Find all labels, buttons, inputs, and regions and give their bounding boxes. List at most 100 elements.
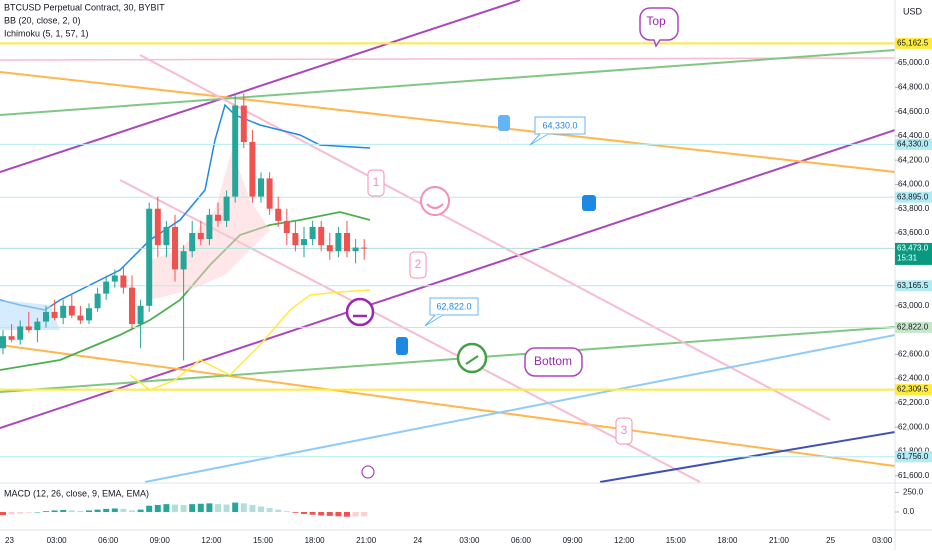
macd-histogram-bar bbox=[0, 511, 6, 516]
macd-histogram-bar bbox=[129, 510, 135, 512]
x-tick-label: 18:00 bbox=[717, 536, 738, 545]
price-tag-label: 64,330.0 bbox=[897, 140, 929, 149]
price-tag bbox=[895, 242, 932, 265]
wave-box bbox=[615, 417, 633, 445]
x-tick-label: 15:00 bbox=[666, 536, 687, 545]
candle-body bbox=[163, 226, 170, 246]
macd-histogram-bar bbox=[137, 509, 144, 512]
macd-histogram-bar bbox=[103, 508, 110, 512]
candle-body bbox=[240, 105, 247, 142]
candle-body bbox=[0, 336, 6, 349]
macd-histogram-bar bbox=[94, 509, 101, 512]
candle-body bbox=[197, 233, 204, 240]
x-tick-label: 15:00 bbox=[253, 536, 274, 545]
candle-body bbox=[335, 233, 342, 252]
macd-histogram-bar bbox=[258, 506, 264, 512]
candle-body bbox=[77, 315, 84, 321]
y-tick-label: 63,800.0 bbox=[898, 204, 930, 213]
price-tag-label: 63,473.0 bbox=[897, 244, 929, 253]
callout-box bbox=[524, 347, 583, 377]
indicator-label: Ichimoku (5, 1, 57, 1) bbox=[4, 28, 89, 38]
ichimoku-lagging bbox=[129, 289, 371, 391]
macd-histogram-bar bbox=[292, 511, 299, 513]
ichimoku-cloud bbox=[0, 300, 60, 330]
indicator-label: BB (20, close, 2, 0) bbox=[4, 15, 81, 25]
callout-pointer bbox=[424, 314, 444, 327]
macd-histogram-bar bbox=[301, 511, 307, 514]
macd-histogram-bar bbox=[17, 511, 24, 514]
candle-body bbox=[361, 247, 368, 249]
macd-histogram-bar bbox=[326, 511, 333, 516]
emoji-neutral bbox=[345, 297, 375, 327]
x-tick-label: 23 bbox=[5, 536, 14, 545]
y-tick-label: 62,200.0 bbox=[898, 398, 930, 407]
trendline bbox=[0, 0, 521, 173]
candle-body bbox=[25, 326, 32, 331]
price-tag bbox=[895, 280, 932, 292]
price-tag bbox=[895, 451, 932, 463]
currency-label: USD bbox=[903, 6, 923, 16]
macd-histogram-bar bbox=[68, 510, 75, 512]
macd-histogram-bar bbox=[309, 511, 316, 515]
countdown: 15:31 bbox=[897, 254, 918, 263]
indicator-label: MACD (12, 26, close, 9, EMA, EMA) bbox=[4, 488, 149, 498]
macd-histogram-bar bbox=[86, 510, 92, 512]
macd-histogram-bar bbox=[206, 503, 213, 512]
y-tick-label: 62,000.0 bbox=[898, 422, 930, 431]
y-tick-label: 64,400.0 bbox=[898, 131, 930, 140]
macd-histogram-bar bbox=[215, 504, 221, 512]
y-tick-label: 64,000.0 bbox=[898, 180, 930, 189]
hand-icon bbox=[582, 195, 596, 211]
y-tick-label: 250.0 bbox=[903, 488, 924, 497]
macd-histogram-bar bbox=[249, 504, 256, 512]
price-tag bbox=[895, 37, 932, 49]
wave-box bbox=[367, 169, 385, 197]
candle-body bbox=[51, 311, 58, 318]
macd-histogram-bar bbox=[223, 504, 230, 512]
candle-body bbox=[86, 308, 92, 321]
candle-body bbox=[206, 214, 213, 240]
macd-histogram-bar bbox=[352, 511, 359, 517]
price-tag bbox=[895, 321, 932, 333]
candle-body bbox=[172, 226, 178, 270]
candle-body bbox=[309, 226, 316, 240]
candle-body bbox=[34, 321, 41, 331]
drawings bbox=[0, 0, 896, 483]
y-tick-label: 0.0 bbox=[903, 507, 915, 516]
macd-histogram-bar bbox=[240, 503, 247, 512]
candle-body bbox=[275, 208, 282, 221]
callout-box bbox=[534, 116, 586, 135]
x-tick-label: 09:00 bbox=[150, 536, 171, 545]
macd-histogram-bar bbox=[34, 511, 41, 513]
macd-histogram-bar bbox=[232, 502, 239, 512]
price-tag-label: 63,165.5 bbox=[897, 281, 929, 290]
macd-histogram-bar bbox=[172, 504, 178, 512]
macd-histogram-bar bbox=[154, 504, 161, 512]
emoji-happy bbox=[420, 186, 450, 216]
candle-body bbox=[180, 251, 187, 270]
candle-body bbox=[266, 178, 273, 209]
candle-body bbox=[292, 233, 299, 246]
x-tick-label: 06:00 bbox=[511, 536, 532, 545]
macd-histogram-bar bbox=[266, 508, 273, 512]
candle-body bbox=[189, 233, 196, 252]
candle-body bbox=[111, 275, 118, 282]
y-tick-label: 64,600.0 bbox=[898, 107, 930, 116]
y-tick-label: 64,800.0 bbox=[898, 82, 930, 91]
hand-icon bbox=[498, 115, 510, 131]
candle-body bbox=[352, 247, 359, 252]
x-tick-label: 18:00 bbox=[305, 536, 326, 545]
macd-histogram-bar bbox=[344, 511, 350, 517]
candle-body bbox=[326, 245, 333, 252]
chart-title: BTCUSD Perpetual Contract, 30, BYBIT bbox=[4, 2, 165, 12]
candle-body bbox=[17, 326, 24, 340]
candle-body bbox=[301, 239, 307, 246]
price-tag-label: 62,822.0 bbox=[897, 323, 929, 332]
candle-body bbox=[43, 311, 49, 322]
trendline bbox=[0, 49, 896, 116]
candle-body bbox=[258, 178, 264, 197]
candle-body bbox=[129, 287, 135, 325]
annotation: 3 bbox=[621, 423, 628, 437]
